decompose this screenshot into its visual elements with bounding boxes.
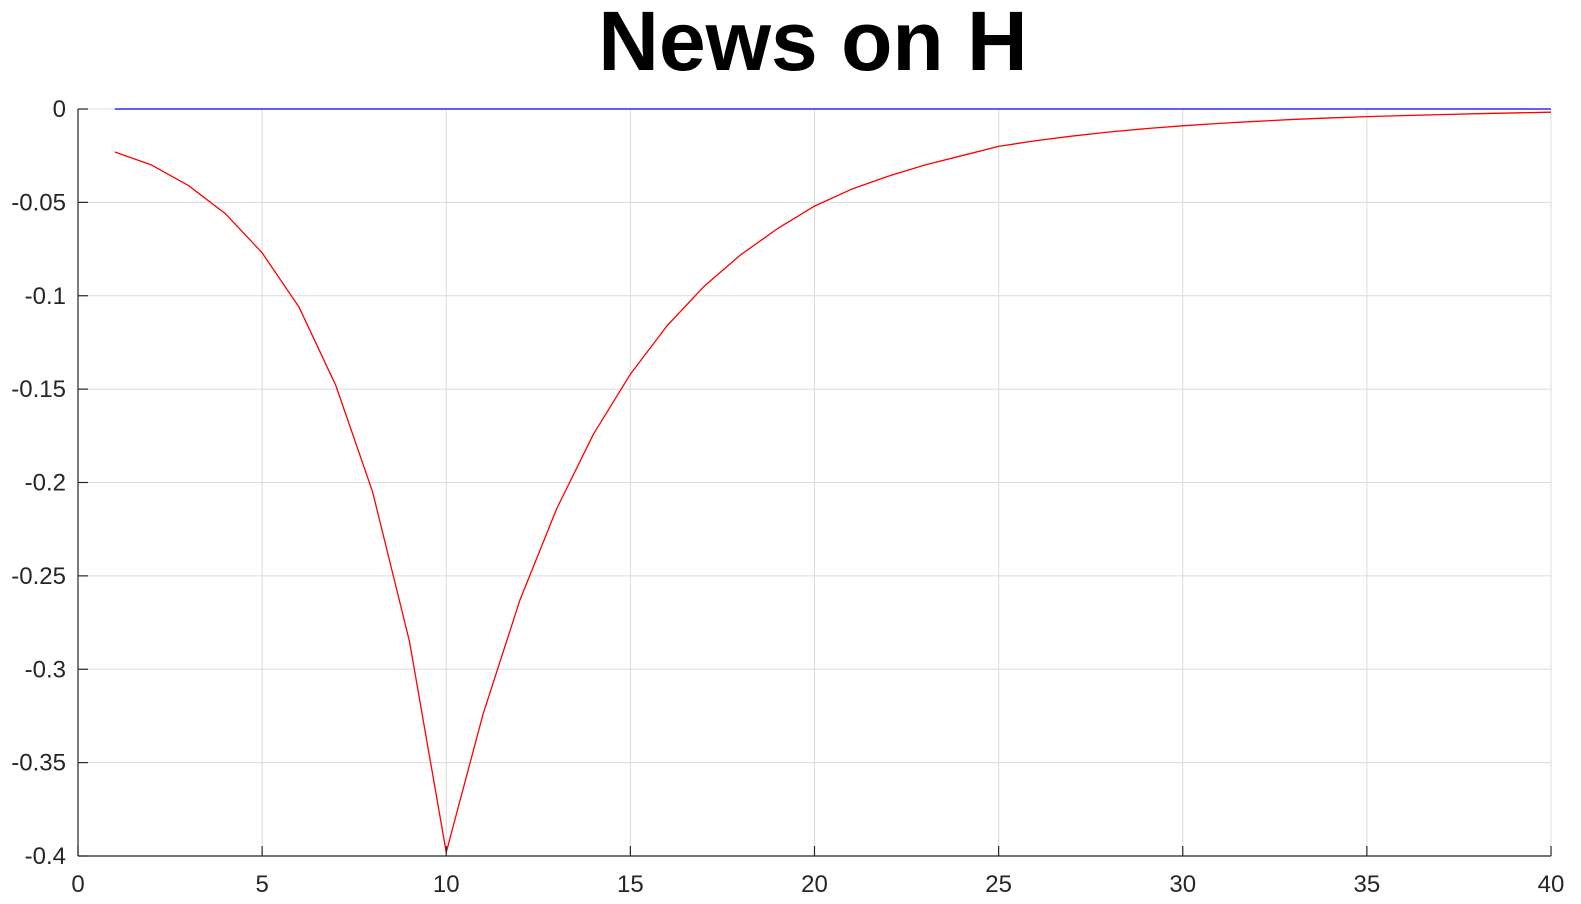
series-line-1 [114,111,1552,853]
x-tick-label: 35 [1354,871,1381,898]
x-tick-label: 30 [1169,871,1196,898]
x-tick-label: 25 [985,871,1012,898]
series-layer [114,108,1552,853]
x-tick-label: 10 [433,871,460,898]
y-tick-label: -0.05 [11,189,66,216]
y-tick-label: -0.35 [11,750,66,777]
chart-title: News on H [598,0,1027,88]
y-tick-label: -0.2 [25,470,66,497]
x-tick-label: 15 [617,871,644,898]
x-axis-ticks: 0 5 10 15 20 25 30 35 40 [71,846,1564,898]
y-tick-label: -0.3 [25,656,66,683]
x-tick-label: 5 [255,871,268,898]
grid [77,108,1552,857]
x-tick-label: 20 [801,871,828,898]
y-tick-label: -0.1 [25,283,66,310]
y-tick-label: 0 [53,96,66,123]
y-tick-label: -0.15 [11,376,66,403]
y-tick-label: -0.25 [11,563,66,590]
y-axis-ticks: 0 -0.05 -0.1 -0.15 -0.2 -0.25 -0.3 -0.35 -0.4 [11,96,88,870]
x-tick-label: 0 [71,871,84,898]
x-tick-label: 40 [1538,871,1565,898]
y-tick-label: -0.4 [25,843,66,870]
